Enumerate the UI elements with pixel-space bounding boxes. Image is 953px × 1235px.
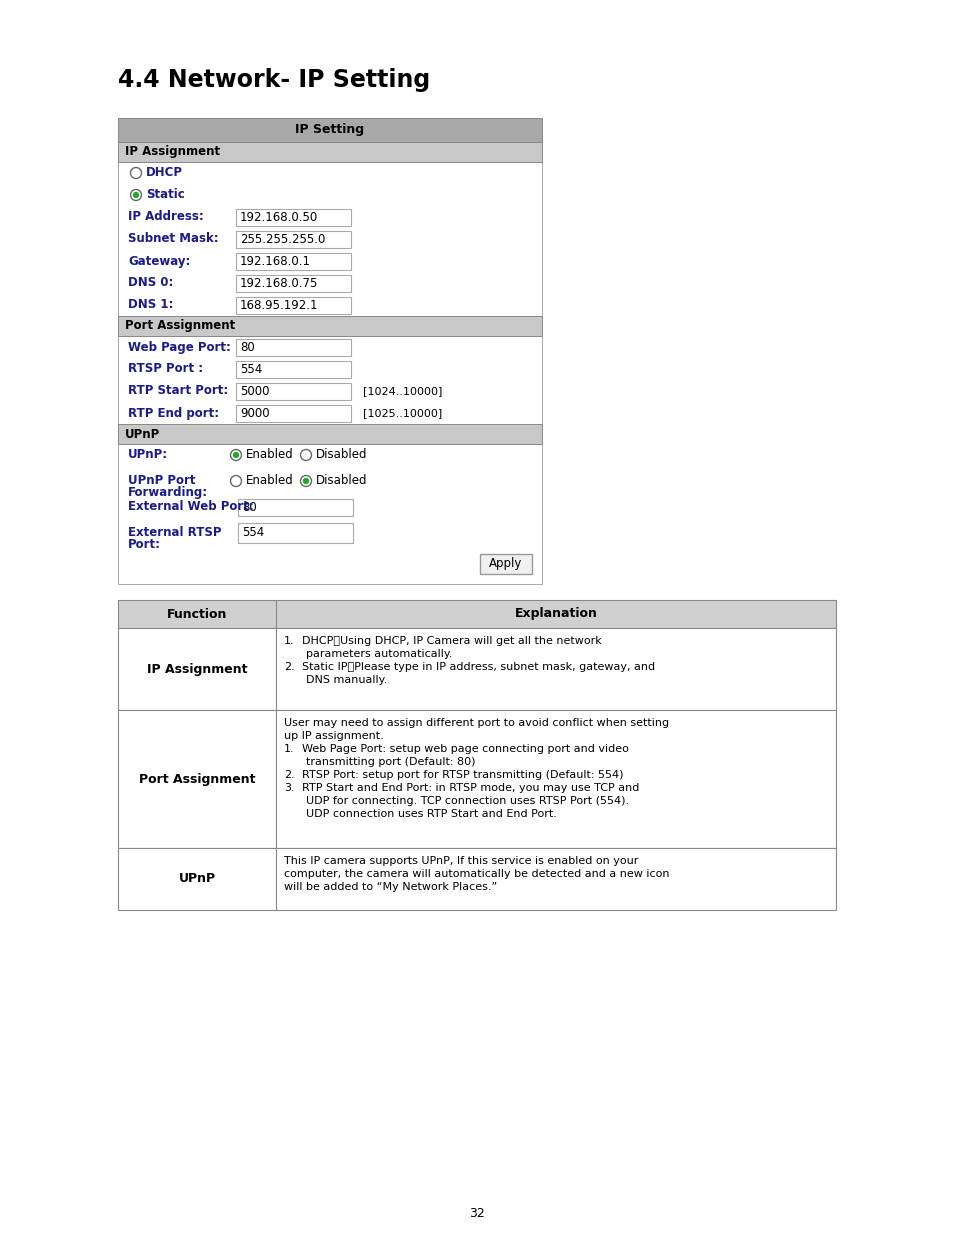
Text: RTP End port:: RTP End port: — [128, 406, 219, 420]
Bar — [235, 209, 351, 226]
Text: RTSP Port :: RTSP Port : — [128, 363, 203, 375]
Text: 80: 80 — [240, 341, 254, 354]
Text: 192.168.0.50: 192.168.0.50 — [240, 211, 318, 224]
Text: DNS 0:: DNS 0: — [128, 277, 173, 289]
Text: Static: Static — [146, 189, 185, 201]
Text: UPnP:: UPnP: — [128, 448, 168, 462]
Text: DNS manually.: DNS manually. — [306, 676, 387, 685]
Text: UDP connection uses RTP Start and End Port.: UDP connection uses RTP Start and End Po… — [306, 809, 557, 819]
Text: UPnP: UPnP — [178, 872, 215, 885]
Text: Port Assignment: Port Assignment — [138, 773, 255, 785]
Text: Port Assignment: Port Assignment — [125, 320, 235, 332]
Text: up IP assignment.: up IP assignment. — [284, 731, 383, 741]
Text: Gateway:: Gateway: — [128, 254, 191, 268]
Text: 2.: 2. — [284, 769, 294, 781]
Text: Function: Function — [167, 608, 227, 620]
Text: will be added to “My Network Places.”: will be added to “My Network Places.” — [284, 882, 497, 892]
Bar — [235, 296, 351, 314]
Text: 192.168.0.75: 192.168.0.75 — [240, 277, 318, 290]
Text: UPnP Port: UPnP Port — [128, 474, 195, 487]
Bar — [235, 275, 351, 291]
Text: 3.: 3. — [284, 783, 294, 793]
Bar — [235, 405, 351, 422]
Bar — [237, 522, 353, 543]
Text: 2.: 2. — [284, 662, 294, 672]
Text: 80: 80 — [242, 501, 256, 514]
Bar — [118, 600, 835, 629]
Circle shape — [302, 478, 309, 484]
Bar — [118, 848, 835, 910]
Text: Static IP：Please type in IP address, subnet mask, gateway, and: Static IP：Please type in IP address, sub… — [302, 662, 655, 672]
Text: 5000: 5000 — [240, 385, 269, 398]
Text: 192.168.0.1: 192.168.0.1 — [240, 254, 311, 268]
Bar — [118, 142, 541, 162]
Text: UDP for connecting. TCP connection uses RTSP Port (554).: UDP for connecting. TCP connection uses … — [306, 797, 628, 806]
Text: 255.255.255.0: 255.255.255.0 — [240, 233, 325, 246]
Bar — [235, 361, 351, 378]
Bar — [235, 253, 351, 270]
Text: Web Page Port: setup web page connecting port and video: Web Page Port: setup web page connecting… — [302, 743, 628, 755]
Text: 32: 32 — [469, 1207, 484, 1220]
Text: Apply: Apply — [489, 557, 522, 571]
Bar — [235, 383, 351, 400]
Text: External RTSP: External RTSP — [128, 526, 221, 538]
Bar — [118, 119, 541, 584]
Bar — [479, 555, 532, 574]
Text: Subnet Mask:: Subnet Mask: — [128, 232, 218, 246]
Bar — [118, 710, 835, 848]
Text: IP Assignment: IP Assignment — [125, 146, 220, 158]
Text: [1025..10000]: [1025..10000] — [363, 408, 442, 417]
Text: [1024..10000]: [1024..10000] — [363, 387, 442, 396]
Text: IP Setting: IP Setting — [295, 124, 364, 137]
Text: 554: 554 — [242, 526, 264, 540]
Bar — [235, 338, 351, 356]
Text: Enabled: Enabled — [246, 474, 294, 488]
Bar — [118, 316, 541, 336]
Text: parameters automatically.: parameters automatically. — [306, 650, 452, 659]
Text: IP Assignment: IP Assignment — [147, 662, 247, 676]
Text: DHCP: DHCP — [146, 167, 183, 179]
Text: RTSP Port: setup port for RTSP transmitting (Default: 554): RTSP Port: setup port for RTSP transmitt… — [302, 769, 623, 781]
Text: Web Page Port:: Web Page Port: — [128, 341, 231, 353]
Text: DHCP：Using DHCP, IP Camera will get all the network: DHCP：Using DHCP, IP Camera will get all … — [302, 636, 601, 646]
Bar — [235, 231, 351, 248]
Text: UPnP: UPnP — [125, 427, 160, 441]
Bar — [237, 499, 353, 516]
Text: DNS 1:: DNS 1: — [128, 299, 173, 311]
Text: RTP Start and End Port: in RTSP mode, you may use TCP and: RTP Start and End Port: in RTSP mode, yo… — [302, 783, 639, 793]
Text: User may need to assign different port to avoid conflict when setting: User may need to assign different port t… — [284, 718, 668, 727]
Text: 9000: 9000 — [240, 408, 270, 420]
Text: 554: 554 — [240, 363, 262, 375]
Text: This IP camera supports UPnP, If this service is enabled on your: This IP camera supports UPnP, If this se… — [284, 856, 638, 866]
Bar — [118, 629, 835, 710]
Bar — [118, 119, 541, 142]
Text: RTP Start Port:: RTP Start Port: — [128, 384, 228, 398]
Text: Disabled: Disabled — [315, 474, 367, 488]
Text: Disabled: Disabled — [315, 448, 367, 462]
Text: 168.95.192.1: 168.95.192.1 — [240, 299, 318, 312]
Text: 4.4 Network- IP Setting: 4.4 Network- IP Setting — [118, 68, 430, 91]
Bar — [118, 424, 541, 445]
Circle shape — [132, 191, 139, 198]
Text: Port:: Port: — [128, 538, 161, 551]
Text: Explanation: Explanation — [514, 608, 597, 620]
Text: External Web Port:: External Web Port: — [128, 500, 253, 514]
Circle shape — [233, 452, 239, 458]
Text: Enabled: Enabled — [246, 448, 294, 462]
Text: 1.: 1. — [284, 636, 294, 646]
Text: computer, the camera will automatically be detected and a new icon: computer, the camera will automatically … — [284, 869, 669, 879]
Text: Forwarding:: Forwarding: — [128, 487, 208, 499]
Text: IP Address:: IP Address: — [128, 210, 204, 224]
Text: transmitting port (Default: 80): transmitting port (Default: 80) — [306, 757, 475, 767]
Text: 1.: 1. — [284, 743, 294, 755]
